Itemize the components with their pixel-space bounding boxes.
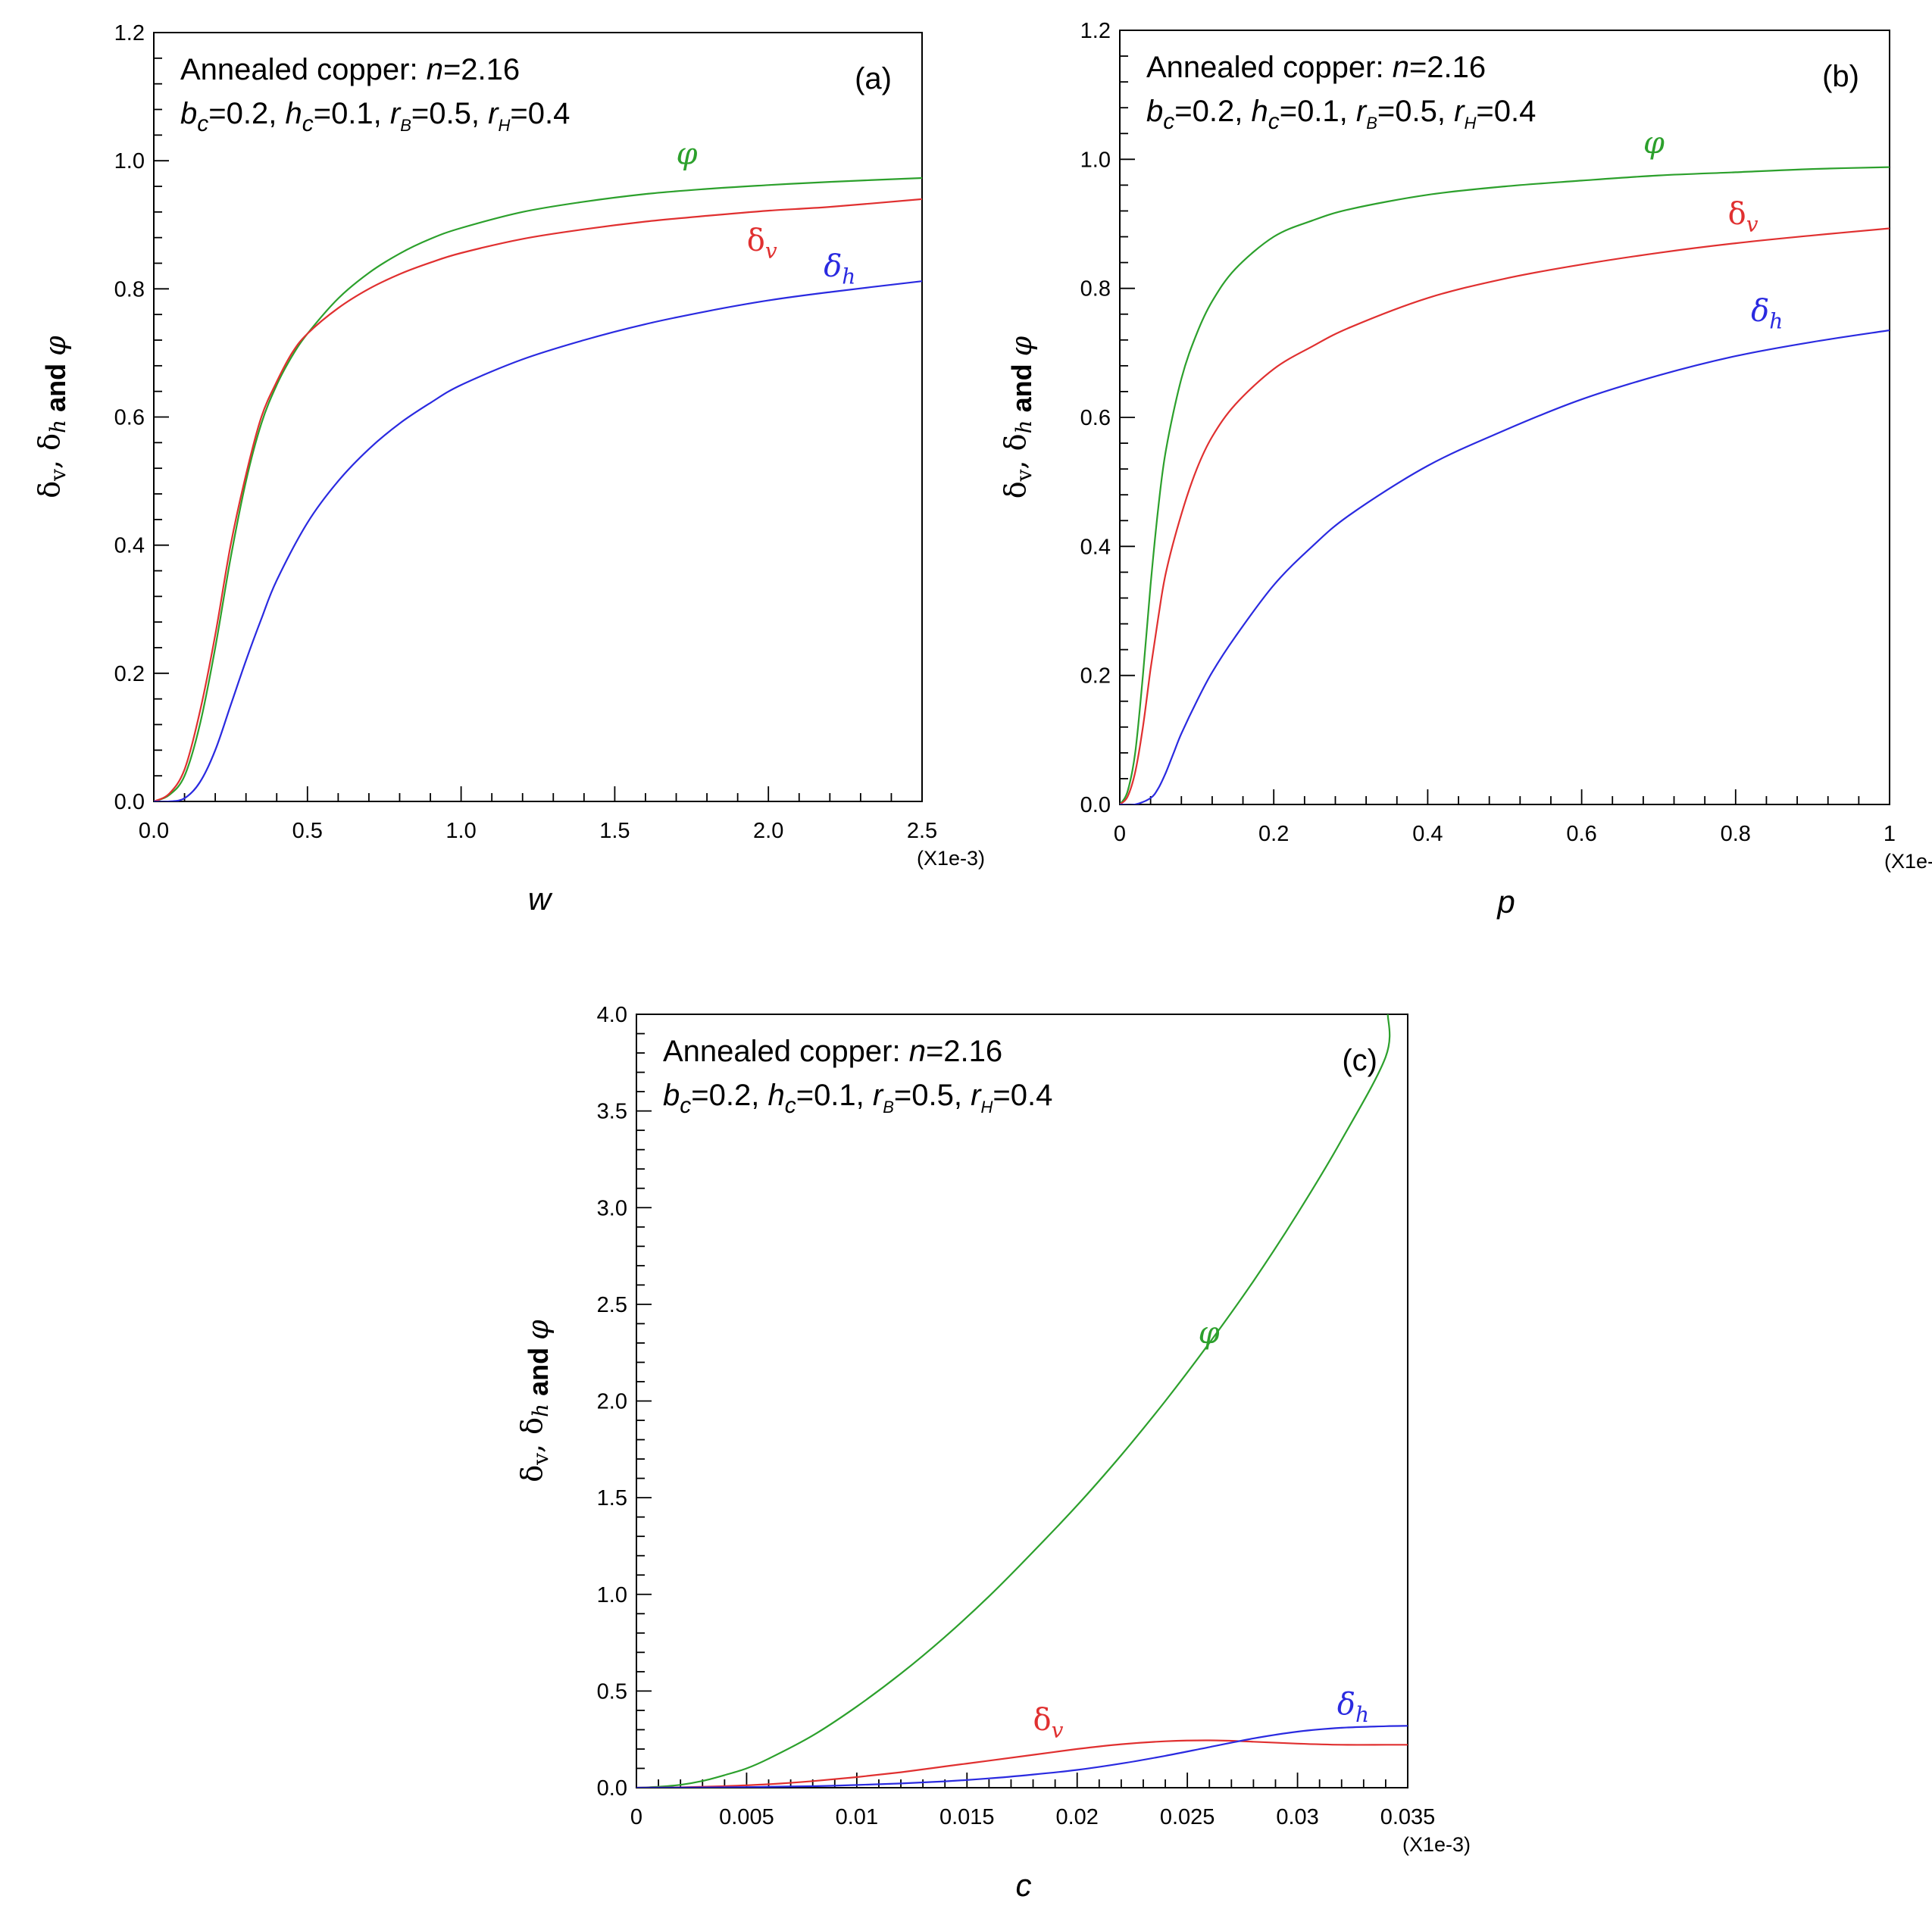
y-axis-label: δv, δh and φ — [33, 336, 72, 498]
y-tick-label: 0.6 — [114, 406, 145, 430]
y-tick-label: 0.8 — [114, 277, 145, 301]
annotation-parameters: bc=0.2, hc=0.1, rB=0.5, rH=0.4 — [1146, 95, 1536, 134]
x-multiplier-label: (X1e-3) — [917, 847, 985, 870]
series-label-delta-v: δv — [1033, 1702, 1064, 1742]
y-tick-label: 1.2 — [114, 21, 145, 45]
y-tick-label: 0.4 — [114, 534, 145, 558]
y-tick-label: 0.4 — [1080, 535, 1111, 559]
series-line-delta-h — [154, 280, 922, 801]
x-tick-label: 1 — [1884, 822, 1896, 846]
chart-panel-2: 0 0.2 0.4 0.6 0.8 1 0.0 0.2 0.4 0.6 0.8 1.0 1.2 (X1e-… — [999, 19, 1932, 920]
y-tick-label: 0.6 — [1080, 406, 1111, 430]
series-line-delta-h — [1120, 329, 1890, 804]
chart-panel-3: 0 0.005 0.01 0.015 0.02 0.025 0.03 0.035 0.0 0.5 1… — [515, 1003, 1471, 1903]
annotation-material: Annealed copper: n=2.16 — [1146, 51, 1486, 84]
y-tick-label: 0.2 — [1080, 664, 1111, 689]
y-axis-label: δv, δh and φ — [515, 1320, 555, 1482]
x-tick-label: 2.5 — [907, 819, 937, 843]
series-label-phi: φ — [677, 136, 698, 171]
y-tick-label: 0.2 — [114, 662, 145, 686]
y-tick-label: 1.2 — [1080, 19, 1111, 43]
y-tick-label: 2.0 — [597, 1390, 627, 1414]
x-tick-label: 0.02 — [1055, 1805, 1098, 1829]
x-tick-label: 0.5 — [292, 819, 323, 843]
series-label-delta-h: δh — [1751, 293, 1783, 333]
series-label-delta-h: δh — [824, 248, 855, 289]
x-axis-label: c — [1016, 1867, 1032, 1903]
y-axis-label: δv, δh and φ — [999, 336, 1038, 498]
x-tick-label: 0.03 — [1276, 1805, 1318, 1829]
x-tick-label: 0 — [630, 1805, 642, 1829]
y-tick-label: 0.0 — [1080, 793, 1111, 817]
series-label-delta-v: δv — [747, 223, 777, 264]
x-tick-label: 0.0 — [139, 819, 169, 843]
y-tick-label: 1.0 — [1080, 148, 1111, 172]
x-tick-label: 0.2 — [1258, 822, 1289, 846]
series-label-delta-h: δh — [1337, 1687, 1369, 1727]
x-tick-label: 0.035 — [1380, 1805, 1436, 1829]
x-tick-label: 0.6 — [1566, 822, 1596, 846]
x-tick-label: 0 — [1114, 822, 1126, 846]
series-line-delta-h — [636, 1725, 1408, 1788]
x-tick-label: 0.01 — [836, 1805, 878, 1829]
series-label-phi: φ — [1199, 1316, 1220, 1351]
y-tick-label: 2.5 — [597, 1293, 627, 1317]
x-tick-label: 1.0 — [445, 819, 476, 843]
x-tick-label: 0.025 — [1160, 1805, 1215, 1829]
x-multiplier-label: (X1e-3) — [1402, 1833, 1471, 1856]
panel-tag: (b) — [1822, 60, 1859, 93]
series-label-delta-v: δv — [1728, 197, 1758, 237]
x-tick-label: 0.4 — [1412, 822, 1443, 846]
x-axis-label: p — [1496, 884, 1515, 920]
x-tick-label: 1.5 — [599, 819, 630, 843]
plot-frame — [636, 1014, 1408, 1788]
y-tick-label: 3.0 — [597, 1196, 627, 1220]
series-label-phi: φ — [1643, 126, 1665, 161]
annotation-parameters: bc=0.2, hc=0.1, rB=0.5, rH=0.4 — [663, 1079, 1052, 1118]
y-tick-label: 1.5 — [597, 1486, 627, 1510]
series-line-phi — [1120, 166, 1890, 804]
x-tick-label: 0.005 — [719, 1805, 774, 1829]
x-tick-label: 0.015 — [939, 1805, 995, 1829]
y-tick-label: 1.0 — [114, 149, 145, 173]
y-tick-label: 0.0 — [597, 1776, 627, 1801]
series-line-phi — [154, 176, 922, 801]
series-line-delta-v — [636, 1739, 1408, 1788]
y-tick-label: 4.0 — [597, 1003, 627, 1027]
y-tick-label: 0.8 — [1080, 277, 1111, 301]
series-line-phi — [636, 1014, 1391, 1788]
y-tick-label: 3.5 — [597, 1100, 627, 1124]
x-tick-label: 0.8 — [1721, 822, 1751, 846]
y-tick-label: 1.0 — [597, 1583, 627, 1607]
x-multiplier-label: (X1e-3) — [1884, 850, 1932, 873]
x-tick-label: 2.0 — [753, 819, 783, 843]
plot-frame — [153, 32, 923, 802]
annotation-parameters: bc=0.2, hc=0.1, rB=0.5, rH=0.4 — [180, 97, 570, 136]
chart-panel-1: 0.0 0.5 1.0 1.5 2.0 2.5 0.0 0.2 0.4 0.6 0.8 1.0 1.2 (… — [33, 21, 985, 917]
annotation-material: Annealed copper: n=2.16 — [663, 1035, 1002, 1068]
y-tick-label: 0.5 — [597, 1679, 627, 1704]
plot-frame — [1119, 30, 1890, 805]
series-line-delta-v — [1120, 227, 1890, 804]
x-axis-label: w — [528, 881, 553, 917]
panel-tag: (c) — [1342, 1044, 1377, 1077]
series-line-delta-v — [154, 198, 922, 801]
y-tick-label: 0.0 — [114, 790, 145, 814]
annotation-material: Annealed copper: n=2.16 — [180, 53, 520, 86]
panel-tag: (a) — [855, 62, 892, 95]
